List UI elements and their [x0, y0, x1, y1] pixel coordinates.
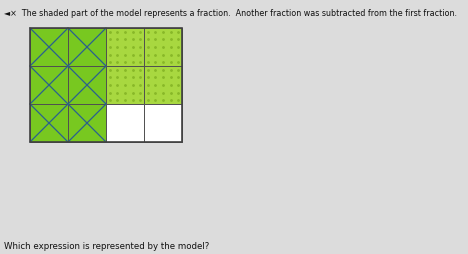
Bar — [68, 66, 106, 104]
Bar — [106, 104, 144, 142]
Bar — [106, 66, 144, 104]
Text: ◄×  The shaded part of the model represents a fraction.  Another fraction was su: ◄× The shaded part of the model represen… — [4, 9, 457, 18]
Bar — [30, 28, 68, 66]
Bar — [144, 66, 182, 104]
Bar — [68, 28, 106, 66]
Bar — [68, 104, 106, 142]
Bar — [106, 28, 144, 66]
Text: Which expression is represented by the model?: Which expression is represented by the m… — [4, 242, 209, 251]
Bar — [144, 28, 182, 66]
Bar — [30, 66, 68, 104]
Bar — [144, 104, 182, 142]
Bar — [30, 104, 68, 142]
Bar — [30, 28, 182, 142]
